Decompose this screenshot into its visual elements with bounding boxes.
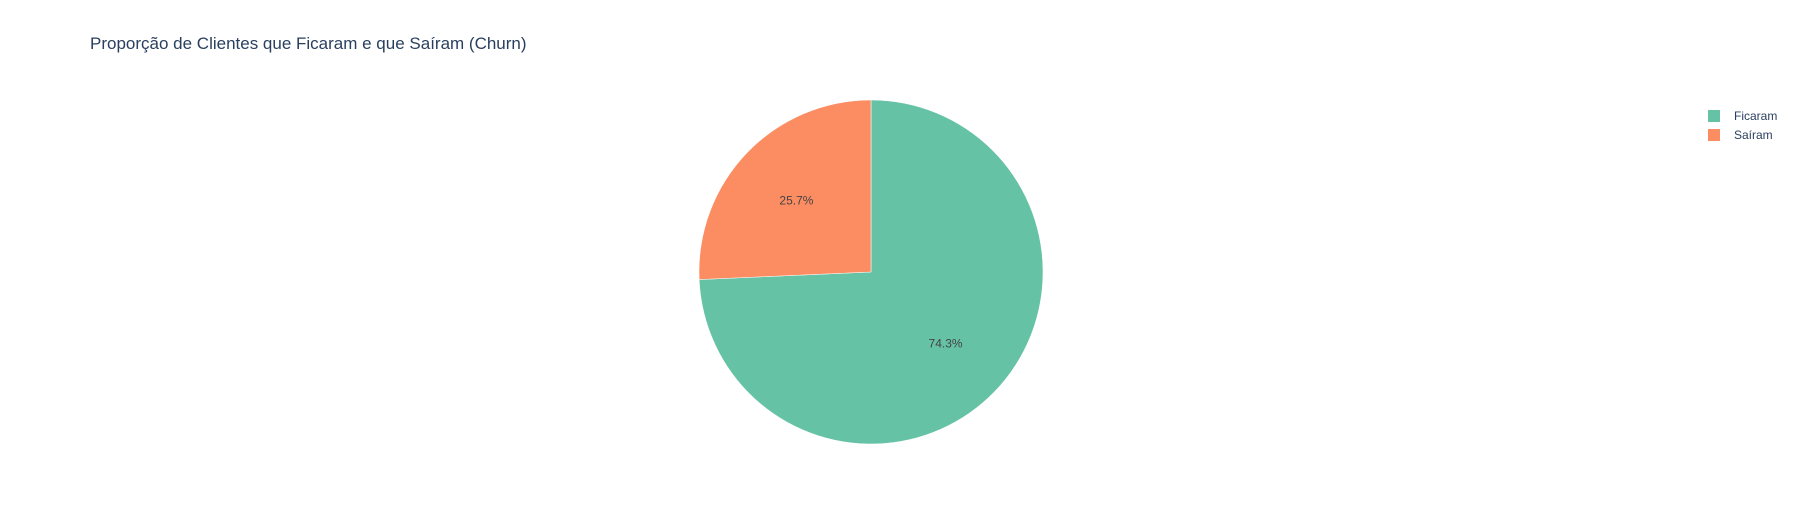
legend-swatch-ficaram (1708, 109, 1720, 122)
chart-title: Proporção de Clientes que Ficaram e que … (90, 34, 527, 53)
slice-percent-label-ficaram: 74.3% (929, 336, 963, 350)
legend-swatch-sairam (1708, 128, 1720, 141)
legend: Ficaram Saíram (1708, 106, 1777, 144)
legend-item-ficaram[interactable]: Ficaram (1708, 106, 1777, 125)
slice-percent-label-sairam: 25.7% (779, 194, 813, 208)
legend-label-ficaram: Ficaram (1734, 108, 1778, 123)
legend-item-sairam[interactable]: Saíram (1708, 125, 1777, 144)
pie-slices (698, 99, 1044, 445)
pie-slice-sairam[interactable] (698, 99, 872, 280)
legend-label-sairam: Saíram (1734, 127, 1773, 142)
pie-slice-labels: 74.3% 25.7% (779, 194, 962, 351)
